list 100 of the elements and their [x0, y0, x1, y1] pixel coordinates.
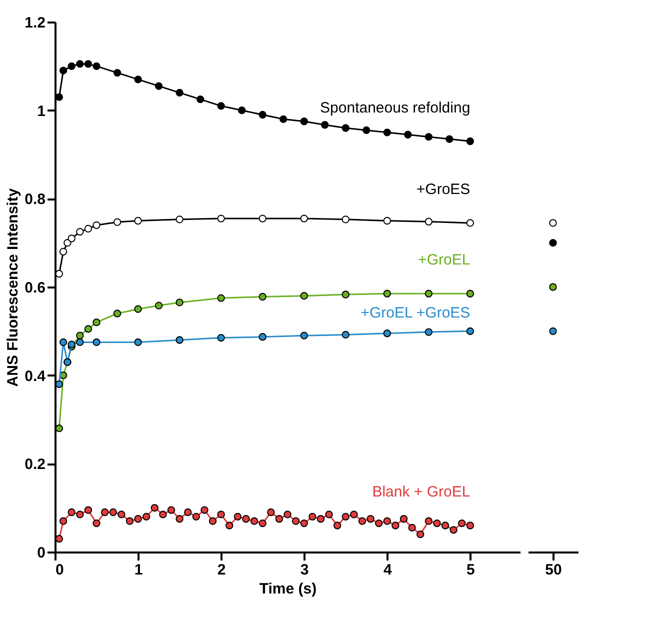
point [217, 214, 225, 222]
point [279, 115, 288, 124]
point [424, 132, 433, 141]
point [342, 512, 350, 521]
point [342, 216, 350, 224]
point [109, 508, 117, 516]
point [196, 95, 204, 104]
point [76, 510, 84, 518]
point [238, 106, 246, 114]
point [242, 515, 250, 523]
point [176, 515, 184, 523]
point [466, 327, 474, 336]
series-label: Spontaneous refolding [320, 99, 470, 116]
point [433, 519, 441, 528]
x-tick-label: 1 [134, 562, 143, 578]
point [84, 60, 92, 68]
point [200, 506, 208, 514]
point [84, 506, 92, 514]
point [55, 380, 64, 388]
point [383, 290, 391, 298]
point [350, 510, 358, 518]
point [358, 517, 366, 525]
point [284, 510, 292, 518]
point [300, 332, 308, 340]
x-tick-label: 4 [383, 562, 392, 578]
point [176, 336, 184, 344]
point [59, 517, 68, 525]
point [466, 137, 474, 146]
point [55, 424, 64, 432]
point [404, 130, 412, 138]
point [55, 270, 64, 278]
point [217, 510, 225, 518]
point [217, 294, 225, 302]
y-axis-title: ANS Fluorescence Intensity [4, 188, 22, 387]
point [458, 519, 466, 528]
y-tick-label: 0.2 [24, 456, 46, 474]
point [208, 517, 217, 525]
point [154, 82, 163, 90]
point [325, 510, 333, 518]
point [267, 508, 275, 516]
point [441, 522, 450, 530]
point [92, 221, 100, 230]
y-tick-label: 1.2 [24, 14, 46, 32]
y-tick-label: 0.4 [24, 368, 46, 385]
point [59, 338, 68, 346]
point [68, 508, 76, 516]
point [424, 328, 433, 336]
point [150, 504, 158, 512]
point [217, 102, 225, 110]
point [59, 66, 68, 74]
point [392, 522, 400, 530]
point [321, 121, 329, 129]
point [342, 290, 350, 298]
point [383, 517, 391, 525]
point [100, 508, 109, 516]
point [408, 524, 416, 532]
point [366, 515, 374, 523]
point [84, 325, 92, 333]
series-label: +GroES [416, 180, 470, 198]
series-label: +GroEL [418, 252, 470, 269]
point [68, 234, 76, 242]
point [64, 238, 72, 247]
point [250, 517, 258, 525]
point [134, 76, 142, 84]
x-tick-label: 2 [217, 562, 226, 578]
point [234, 512, 242, 521]
point [113, 68, 122, 77]
y-tick-label: 0 [37, 544, 46, 562]
point [217, 334, 225, 342]
x-tick-label: 3 [300, 562, 309, 578]
point [450, 526, 458, 534]
y-tick-label: 0.6 [24, 280, 46, 296]
point [113, 310, 122, 318]
point [113, 218, 122, 226]
point [92, 519, 100, 528]
x-tick-label: 50 [545, 562, 562, 578]
point [126, 517, 134, 525]
point [176, 298, 184, 306]
point [275, 515, 284, 523]
point [226, 522, 234, 530]
point [258, 333, 266, 341]
point [92, 318, 100, 326]
point [258, 292, 266, 301]
point [300, 519, 308, 528]
point [416, 530, 424, 538]
point [118, 510, 126, 518]
series-label: +GroEL +GroES [360, 304, 470, 322]
point [154, 302, 163, 310]
point [134, 515, 142, 523]
point [167, 506, 176, 514]
point [84, 224, 92, 233]
point [76, 60, 84, 68]
point [424, 290, 433, 298]
point [192, 512, 200, 521]
x-axis-title: Time (s) [259, 580, 317, 598]
point [92, 62, 100, 70]
point [300, 292, 308, 300]
y-tick-label: 1 [37, 102, 46, 120]
y-tick-label: 0.8 [24, 191, 46, 208]
point [55, 534, 64, 543]
